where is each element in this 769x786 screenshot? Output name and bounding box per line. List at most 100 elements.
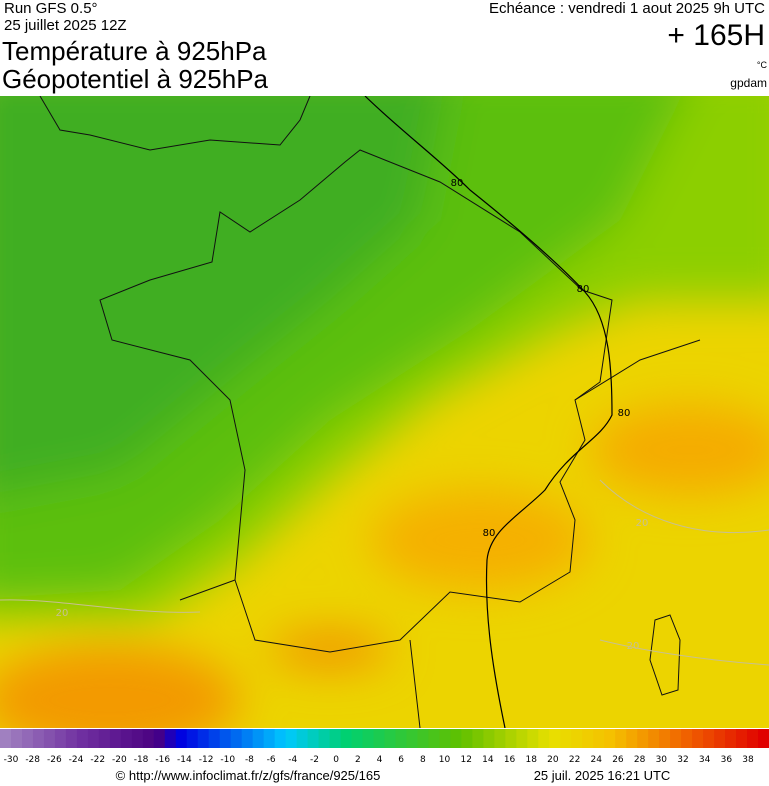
colorbar-label: -18 [134,755,149,765]
contour-label: 80 [451,178,464,189]
colorbar-cell [10,729,23,748]
colorbar-cell [197,729,210,748]
colorbar-cell [736,729,748,748]
colorbar-cell [32,729,45,748]
colorbar-cell [109,729,122,748]
colorbar-cell [362,729,375,748]
footer-timestamp: 25 juil. 2025 16:21 UTC [534,768,671,783]
colorbar-cell [670,729,682,748]
lead-time: + 165H [667,19,765,52]
title-line-1: Température à 925hPa [2,36,267,66]
colorbar-cell [384,729,396,748]
colorbar-label: -30 [4,755,19,765]
colorbar-label: 38 [742,755,754,765]
colorbar-label: -24 [69,755,84,765]
colorbar-label: -4 [288,755,297,765]
colorbar-cell [758,729,769,748]
colorbar-label: -8 [245,755,254,765]
colorbar-cell [340,729,353,748]
colorbar-cell [406,729,418,748]
colorbar-label: 4 [377,755,383,765]
run-label: Run GFS 0.5° [4,0,98,17]
colorbar-cell [318,729,331,748]
colorbar-cell [87,729,100,748]
colorbar-cell [208,729,221,748]
colorbar-cell [428,729,440,748]
corsica [649,614,681,696]
colorbar-cell [571,729,583,748]
colorbar-cell [417,729,429,748]
colorbar-label: 30 [656,755,668,765]
contour-label: 80 [577,284,590,295]
isotherm-label: 20 [636,518,649,529]
colorbar-cell [714,729,726,748]
colorbar-label: 22 [569,755,580,765]
colorbar-label: 32 [677,755,688,765]
colorbar-cell [626,729,638,748]
colorbar-cell [285,729,298,748]
footer-url: © http://www.infoclimat.fr/z/gfs/france/… [116,768,381,783]
contour-label: 80 [483,528,496,539]
colorbar-label: -10 [220,755,235,765]
colorbar-label: 16 [504,755,516,765]
colorbar-label: 12 [460,755,471,765]
colorbar-label: 34 [699,755,711,765]
colorbar-cell [483,729,495,748]
colorbar-cell [175,729,188,748]
valid-time: Echéance : vendredi 1 aout 2025 9h UTC [489,0,765,17]
colorbar-cell [527,729,539,748]
coastline [39,96,311,151]
colorbar-cell [703,729,715,748]
colorbar-cell [593,729,605,748]
colorbar-cell [120,729,133,748]
colorbar-label: -26 [47,755,62,765]
colorbar-cell [615,729,627,748]
colorbar-cell [263,729,276,748]
colorbar-cell [21,729,34,748]
colorbar-cell [604,729,616,748]
isotherm-label: 20 [56,608,69,619]
colorbar-cell [0,729,12,748]
colorbar-cell [395,729,407,748]
colorbar-cell [648,729,660,748]
colorbar-cell [252,729,265,748]
colorbar-cell [65,729,78,748]
colorbar-label: 0 [333,755,339,765]
colorbar-label: 18 [526,755,538,765]
colorbar-cell [450,729,462,748]
colorbar-label: 6 [398,755,404,765]
colorbar-label: 8 [420,755,426,765]
borders [179,339,701,728]
colorbar-cell [692,729,704,748]
colorbar-label: 28 [634,755,646,765]
colorbar-cell [153,729,166,748]
colorbar-label: 14 [482,755,494,765]
colorbar-label: -28 [25,755,40,765]
colorbar-cell [472,729,484,748]
colorbar-cell [549,729,561,748]
colorbar-cell [681,729,693,748]
colorbar-label: -22 [90,755,105,765]
colorbar-label: -20 [112,755,127,765]
isotherm [0,479,769,666]
colorbar-cell [560,729,572,748]
colorbar-cell [582,729,594,748]
colorbar-cell [307,729,320,748]
colorbar-cell [351,729,364,748]
colorbar-cell [461,729,473,748]
colorbar-cell [230,729,243,748]
colorbar-cell [505,729,517,748]
colorbar-cell [131,729,144,748]
colorbar-cell [186,729,199,748]
colorbar-cell [54,729,67,748]
colorbar-cell [538,729,550,748]
colorbar-label: 26 [612,755,624,765]
colorbar-cell [725,729,737,748]
geopotential-contour [364,96,613,728]
colorbar-label: -14 [177,755,192,765]
colorbar-cell [439,729,451,748]
colorbar-cell [219,729,232,748]
colorbar-label: -12 [199,755,214,765]
